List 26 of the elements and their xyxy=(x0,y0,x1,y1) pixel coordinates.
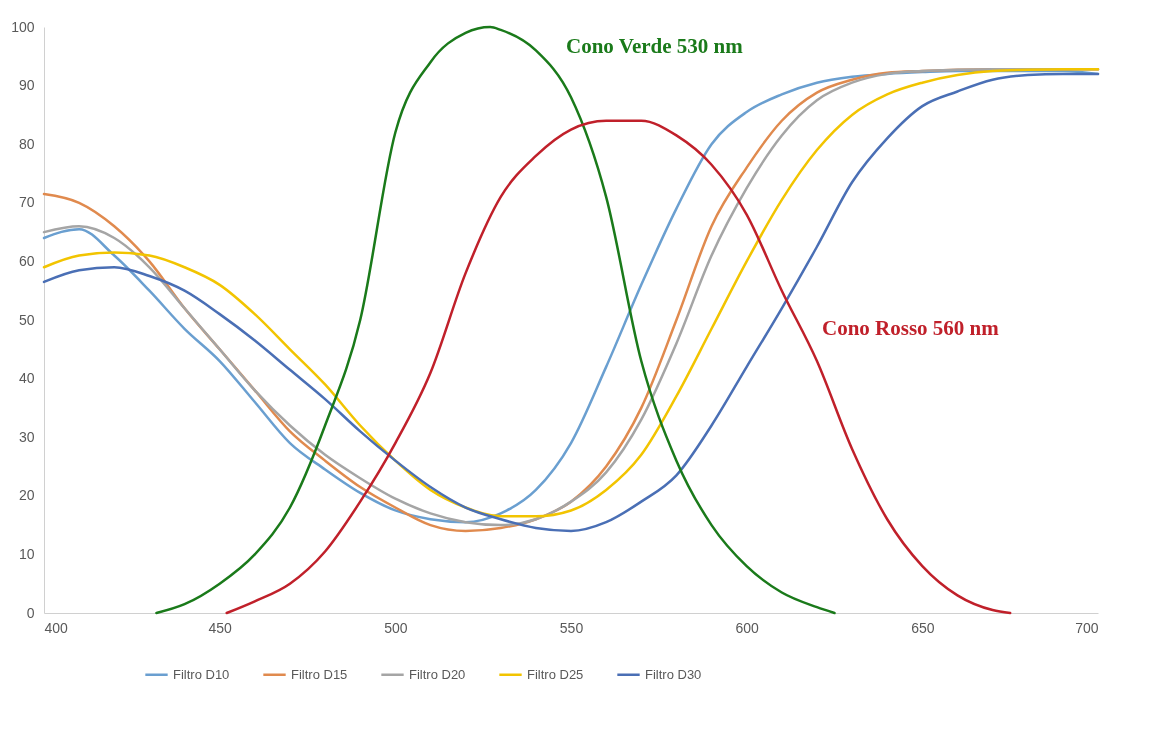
x-tick-label: 500 xyxy=(384,619,408,636)
x-tick-label: 600 xyxy=(735,619,760,636)
legend-label: Filtro D30 xyxy=(645,666,702,682)
y-tick-label: 10 xyxy=(18,545,35,562)
y-tick-label: 70 xyxy=(18,194,35,211)
line-series xyxy=(225,119,1012,615)
x-tick-label: 650 xyxy=(911,619,935,636)
y-tick-label: 60 xyxy=(18,252,35,269)
legend-label: Filtro D20 xyxy=(409,666,466,682)
y-tick-label: 90 xyxy=(18,77,35,94)
annotation: Cono Verde 530 nm xyxy=(566,34,744,58)
y-tick-label: 20 xyxy=(18,487,35,504)
y-tick-label: 40 xyxy=(18,370,35,387)
x-tick-label: 700 xyxy=(1075,619,1099,636)
x-tick-label: 450 xyxy=(208,619,233,636)
y-tick-label: 80 xyxy=(18,135,35,152)
y-tick-label: 100 xyxy=(11,18,35,35)
legend-label: Filtro D15 xyxy=(291,666,348,682)
y-tick-label: 50 xyxy=(18,311,35,328)
legend-label: Filtro D25 xyxy=(527,666,584,682)
y-tick-label: 0 xyxy=(26,604,35,621)
x-tick-label: 400 xyxy=(44,619,69,636)
annotation: Cono Rosso 560 nm xyxy=(822,316,1000,340)
y-tick-label: 30 xyxy=(18,428,35,445)
legend-label: Filtro D10 xyxy=(173,666,230,682)
x-tick-label: 550 xyxy=(559,619,584,636)
